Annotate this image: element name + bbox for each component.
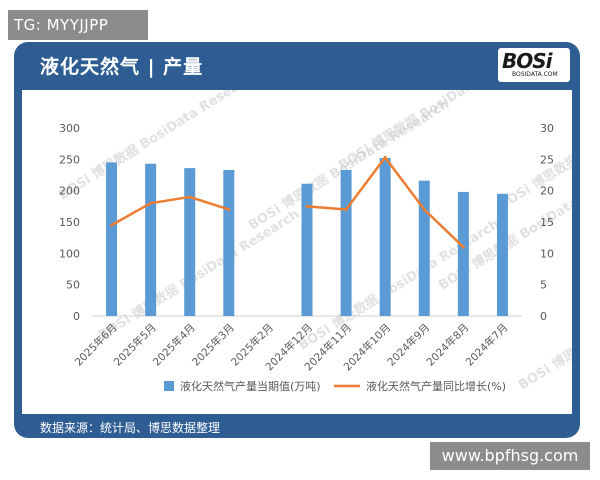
bar [145, 163, 157, 316]
bar [184, 168, 196, 316]
legend-swatch-bar [164, 381, 174, 391]
bar [418, 180, 430, 316]
bar [496, 193, 508, 316]
line-point [110, 223, 114, 227]
y-left-tick-label: 0 [73, 310, 80, 323]
bar [301, 183, 313, 316]
x-tick-label: 2024年7月 [463, 321, 511, 369]
line-point [188, 195, 192, 199]
line-series-segment [110, 195, 230, 227]
y-right-tick-label: 20 [540, 185, 554, 198]
y-left-tick-label: 100 [59, 247, 80, 260]
y-left-tick-label: 250 [59, 153, 80, 166]
watermark-text: BOSi 博思数据 BosiData Research [516, 256, 572, 393]
card-header: 液化天然气 | 产量 BOSi BOSIDATA.COM [14, 42, 580, 88]
y-left-tick-label: 300 [59, 122, 80, 135]
watermark-text: BOSi 博思数据 BosiData Research [296, 216, 502, 353]
bar [340, 169, 352, 316]
y-left-tick-label: 150 [59, 216, 80, 229]
bar [106, 162, 118, 316]
bottom-watermark-tag: www.bpfhsg.com [430, 442, 590, 470]
data-source: 数据来源：统计局、博思数据整理 [40, 421, 221, 435]
line-point [305, 204, 309, 208]
line-point [383, 155, 387, 159]
y-right-tick-label: 15 [540, 216, 554, 229]
line-point [149, 201, 153, 205]
bosi-logo: BOSi BOSIDATA.COM [498, 48, 570, 82]
legend-label-line: 液化天然气产量同比增长(%) [366, 379, 506, 393]
y-right-tick-label: 0 [540, 310, 547, 323]
chart-card: 液化天然气 | 产量 BOSi BOSIDATA.COM BOSi 博思数据 B… [14, 42, 580, 438]
y-left-tick-label: 50 [66, 279, 80, 292]
chart-title: 液化天然气 | 产量 [40, 56, 204, 78]
legend-label-bar: 液化天然气产量当期值(万吨) [180, 379, 321, 393]
line-point [422, 207, 426, 211]
bar [379, 158, 391, 316]
watermark-text: BOSi 博思数据 BosiData Research [96, 206, 302, 343]
y-right-tick-label: 25 [540, 153, 554, 166]
plot-area: BOSi 博思数据 BosiData Research BOSi 博思数据 Bos… [22, 42, 580, 414]
y-right-tick-label: 30 [540, 122, 554, 135]
y-right-tick-label: 10 [540, 247, 554, 260]
top-watermark-tag: TG: MYYJJPP [8, 10, 148, 40]
bar [223, 169, 235, 316]
logo-subtext: BOSIDATA.COM [512, 71, 558, 78]
y-right-tick-label: 5 [540, 279, 547, 292]
bar [457, 191, 469, 316]
y-left-tick-label: 200 [59, 185, 80, 198]
line-point [344, 207, 348, 211]
line-point [461, 245, 465, 249]
logo-mark: BOSi [502, 49, 553, 73]
line-point [227, 207, 231, 211]
